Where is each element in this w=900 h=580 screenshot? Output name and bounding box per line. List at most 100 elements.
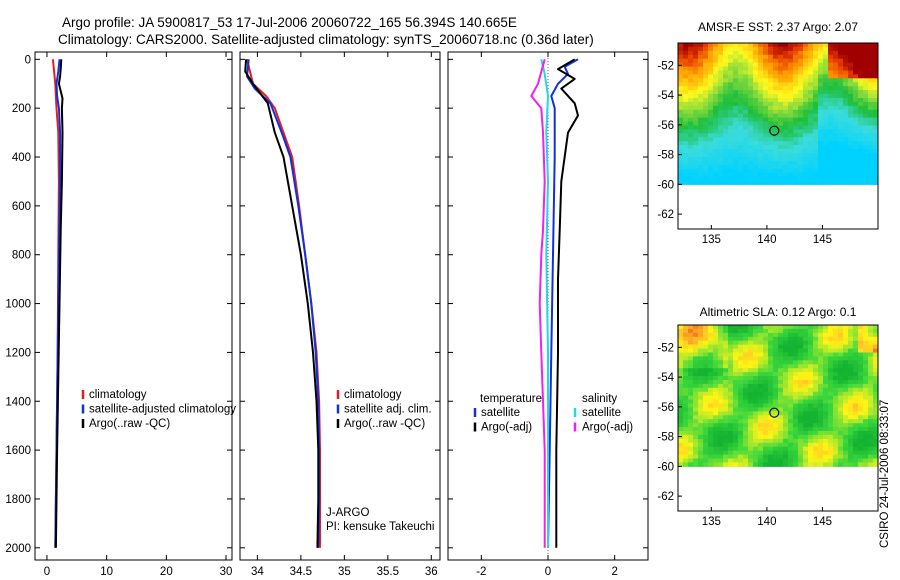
sla-heatmap-cell [818,454,824,460]
sst-heatmap-cell [768,133,774,138]
sla-heatmap-cell [698,376,704,381]
sla-heatmap-cell [793,454,799,460]
sla-heatmap-cell [853,434,859,440]
sla-heatmap-cell [873,336,878,342]
sst-heatmap-cell [843,145,849,150]
sla-heatmap-cell [783,434,789,440]
sla-heatmap-cell [768,344,774,350]
sst-heatmap-cell [863,137,869,142]
sla-heatmap-cell [758,352,764,357]
sst-heatmap-cell [753,54,759,60]
sst-heatmap-cell [848,172,854,178]
sst-heatmap-cell [828,160,834,166]
sst-heatmap-cell [868,164,874,170]
sla-heatmap-cell [728,368,734,373]
sla-heatmap-cell [803,364,809,369]
sla-heatmap-cell [763,434,769,440]
sst-heatmap-cell [753,101,759,107]
sst-heatmap-cell [708,121,714,126]
sst-heatmap-cell [688,117,694,123]
sst-heatmap-cell [738,133,744,138]
sst-heatmap-cell [753,168,759,174]
sla-heatmap-cell [738,407,744,412]
sla-heatmap-cell [818,360,824,365]
sla-heatmap-cell [683,399,689,405]
sla-heatmap-cell [698,336,704,342]
sla-heatmap-cell [808,454,814,460]
sla-heatmap-cell [853,387,859,393]
sla-heatmap-cell [788,372,794,377]
sla-heatmap-cell [863,403,869,408]
sst-heatmap-cell [768,172,774,178]
sla-heatmap-cell [688,454,694,460]
sst-heatmap-cell [743,176,749,181]
sla-heatmap-cell [848,403,854,408]
sla-heatmap-cell [728,450,734,456]
sla-heatmap-cell [738,411,744,416]
sst-heatmap-cell [693,82,699,87]
sst-heatmap-cell [863,176,869,181]
sla-heatmap-cell [803,340,809,346]
sst-heatmap-cell [843,43,849,48]
sla-heatmap-cell [823,340,829,346]
sst-heatmap-cell [838,121,844,126]
sla-heatmap-cell [688,380,694,385]
sst-heatmap-cell [693,149,699,154]
sla-heatmap-cell [863,419,869,424]
sst-heatmap-cell [793,90,799,95]
sla-heatmap-cell [818,376,824,381]
sst-heatmap-cell [868,58,874,64]
sla-heatmap-cell [783,427,789,432]
sst-heatmap-cell [693,109,699,115]
sla-heatmap-cell [723,407,729,412]
sst-heatmap-cell [793,176,799,181]
depth-tick-label: 0 [25,54,31,66]
sla-heatmap-cell [778,395,784,401]
sla-heatmap-cell [793,450,799,456]
sla-heatmap-cell [738,423,744,428]
sla-heatmap-cell [748,336,754,342]
sla-heatmap-cell [763,376,769,381]
sst-heatmap-cell [703,117,709,123]
sla-heatmap-cell [738,368,744,373]
sla-heatmap-cell [693,423,699,428]
sst-heatmap-cell [833,62,839,68]
sla-heatmap-cell [783,364,789,369]
sst-heatmap-cell [808,168,814,174]
sla-heatmap-cell [813,434,819,440]
sla-heatmap-cell [683,383,689,389]
temperature-xtick-label: 30 [220,566,233,578]
sst-heatmap-cell [828,66,834,72]
sst-heatmap-cell [773,101,779,107]
sst-heatmap-cell [738,149,744,154]
sla-heatmap-cell [713,372,719,377]
sla-heatmap-cell [743,391,749,397]
sla-heatmap-cell [838,415,844,420]
sla-heatmap-cell [838,399,844,405]
sla-heatmap-cell [778,352,784,357]
sst-heatmap-cell [863,105,869,111]
sst-heatmap-cell [703,78,709,83]
sla-heatmap-cell [693,438,699,444]
sla-heatmap-cell [743,372,749,377]
sst-heatmap-cell [688,172,694,178]
sla-heatmap-cell [768,380,774,385]
sst-heatmap-cell [788,160,794,166]
sst-heatmap-cell [848,164,854,170]
sst-heatmap-cell [808,70,814,75]
sla-heatmap-cell [708,407,714,412]
sla-heatmap-cell [708,348,714,354]
sla-heatmap-cell [868,399,874,405]
sst-heatmap-cell [833,117,839,123]
sla-heatmap-cell [713,332,719,338]
sla-heatmap-cell [738,431,744,436]
sst-heatmap-cell [768,113,774,119]
sla-heatmap-cell [708,446,714,452]
sst-heatmap-cell [863,94,869,99]
sst-heatmap-cell [723,133,729,138]
sla-heatmap-cell [873,403,878,408]
sla-heatmap-cell [868,434,874,440]
sst-heatmap-cell [823,117,829,123]
sla-heatmap-cell [848,431,854,436]
sst-heatmap-cell [683,82,689,87]
